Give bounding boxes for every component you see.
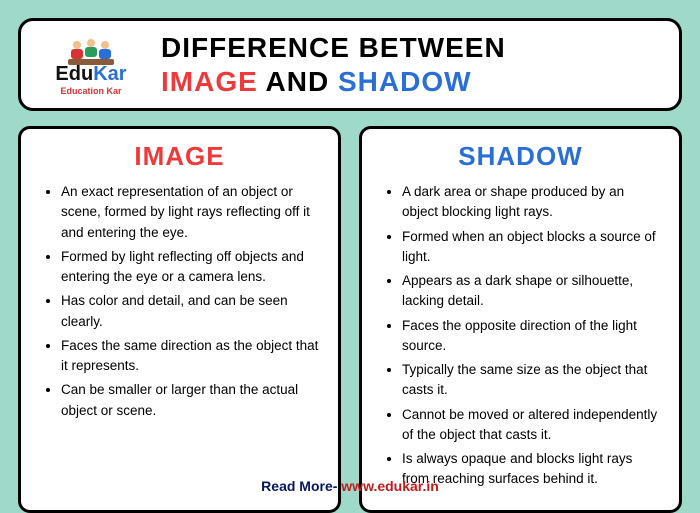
footer-link[interactable]: www.edukar.in bbox=[341, 478, 439, 494]
list-item: Appears as a dark shape or silhouette, l… bbox=[402, 271, 661, 312]
title-line2: IMAGE AND SHADOW bbox=[161, 65, 506, 99]
footer: Read More- www.edukar.in bbox=[0, 478, 700, 494]
shadow-card: SHADOW A dark area or shape produced by … bbox=[359, 126, 682, 513]
image-card-title: IMAGE bbox=[39, 141, 320, 172]
image-card: IMAGE An exact representation of an obje… bbox=[18, 126, 341, 513]
list-item: Faces the same direction as the object t… bbox=[61, 336, 320, 377]
list-item: An exact representation of an object or … bbox=[61, 182, 320, 243]
list-item: Faces the opposite direction of the ligh… bbox=[402, 316, 661, 357]
list-item: Formed when an object blocks a source of… bbox=[402, 227, 661, 268]
list-item: Formed by light reflecting off objects a… bbox=[61, 247, 320, 288]
list-item: A dark area or shape produced by an obje… bbox=[402, 182, 661, 223]
shadow-card-title: SHADOW bbox=[380, 141, 661, 172]
logo: EduKar Education Kar bbox=[41, 33, 141, 96]
comparison-cards: IMAGE An exact representation of an obje… bbox=[18, 126, 682, 513]
list-item: Can be smaller or larger than the actual… bbox=[61, 380, 320, 421]
shadow-list: A dark area or shape produced by an obje… bbox=[380, 182, 661, 490]
logo-name: EduKar bbox=[55, 63, 126, 86]
logo-name-part1: Edu bbox=[55, 63, 93, 85]
footer-label: Read More- bbox=[261, 478, 341, 494]
list-item: Has color and detail, and can be seen cl… bbox=[61, 291, 320, 332]
logo-illustration-icon bbox=[66, 33, 116, 63]
header-box: EduKar Education Kar DIFFERENCE BETWEEN … bbox=[18, 18, 682, 111]
title-word-and: AND bbox=[266, 66, 330, 97]
logo-name-part2: Kar bbox=[93, 63, 126, 85]
image-list: An exact representation of an object or … bbox=[39, 182, 320, 421]
list-item: Cannot be moved or altered independently… bbox=[402, 405, 661, 446]
list-item: Typically the same size as the object th… bbox=[402, 360, 661, 401]
page-title: DIFFERENCE BETWEEN IMAGE AND SHADOW bbox=[161, 31, 506, 98]
title-line1: DIFFERENCE BETWEEN bbox=[161, 31, 506, 65]
title-word-image: IMAGE bbox=[161, 66, 258, 97]
title-word-shadow: SHADOW bbox=[338, 66, 472, 97]
logo-subtitle: Education Kar bbox=[60, 86, 121, 96]
